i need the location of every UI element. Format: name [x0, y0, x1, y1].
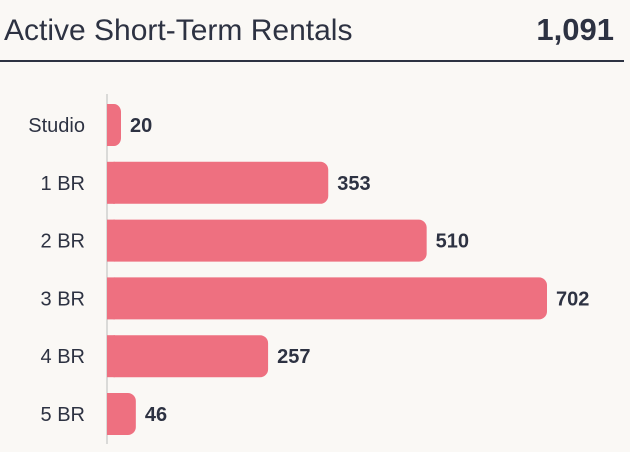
- bar-chart: Studio 20 1 BR 353 2 BR 510 3 BR 702 4 BR 257 5 BR…: [28, 94, 589, 444]
- bar-studio: [107, 104, 121, 146]
- value-label: 702: [556, 288, 589, 310]
- bar-4-br: [107, 335, 269, 378]
- category-label: Studio: [28, 115, 85, 137]
- bar-2-br: [107, 219, 427, 262]
- value-label: 510: [436, 231, 469, 253]
- bar-rect: [107, 335, 269, 378]
- category-label: 1 BR: [41, 173, 85, 195]
- bar-3-br: [107, 277, 547, 320]
- category-label: 3 BR: [41, 288, 85, 310]
- bar-left-edge: [107, 161, 115, 204]
- bar-left-edge: [107, 104, 114, 146]
- category-label: 2 BR: [41, 231, 85, 253]
- value-label: 46: [145, 404, 167, 426]
- value-label: 353: [337, 173, 370, 195]
- bar-1-br: [107, 161, 329, 204]
- bar-rect: [107, 161, 329, 204]
- bar-rect: [107, 219, 427, 262]
- bar-left-edge: [107, 393, 115, 435]
- bar-left-edge: [107, 219, 115, 262]
- bar-left-edge: [107, 277, 115, 320]
- bar-5-br: [107, 393, 136, 435]
- total-count: 1,091: [536, 12, 614, 47]
- chart-header: Active Short-Term Rentals 1,091: [0, 0, 624, 62]
- bar-rect: [107, 277, 547, 320]
- value-label: 20: [130, 115, 152, 137]
- category-label: 5 BR: [41, 404, 85, 426]
- value-label: 257: [277, 346, 310, 368]
- bar-left-edge: [107, 335, 115, 378]
- chart-title: Active Short-Term Rentals: [4, 14, 353, 47]
- category-label: 4 BR: [41, 346, 85, 368]
